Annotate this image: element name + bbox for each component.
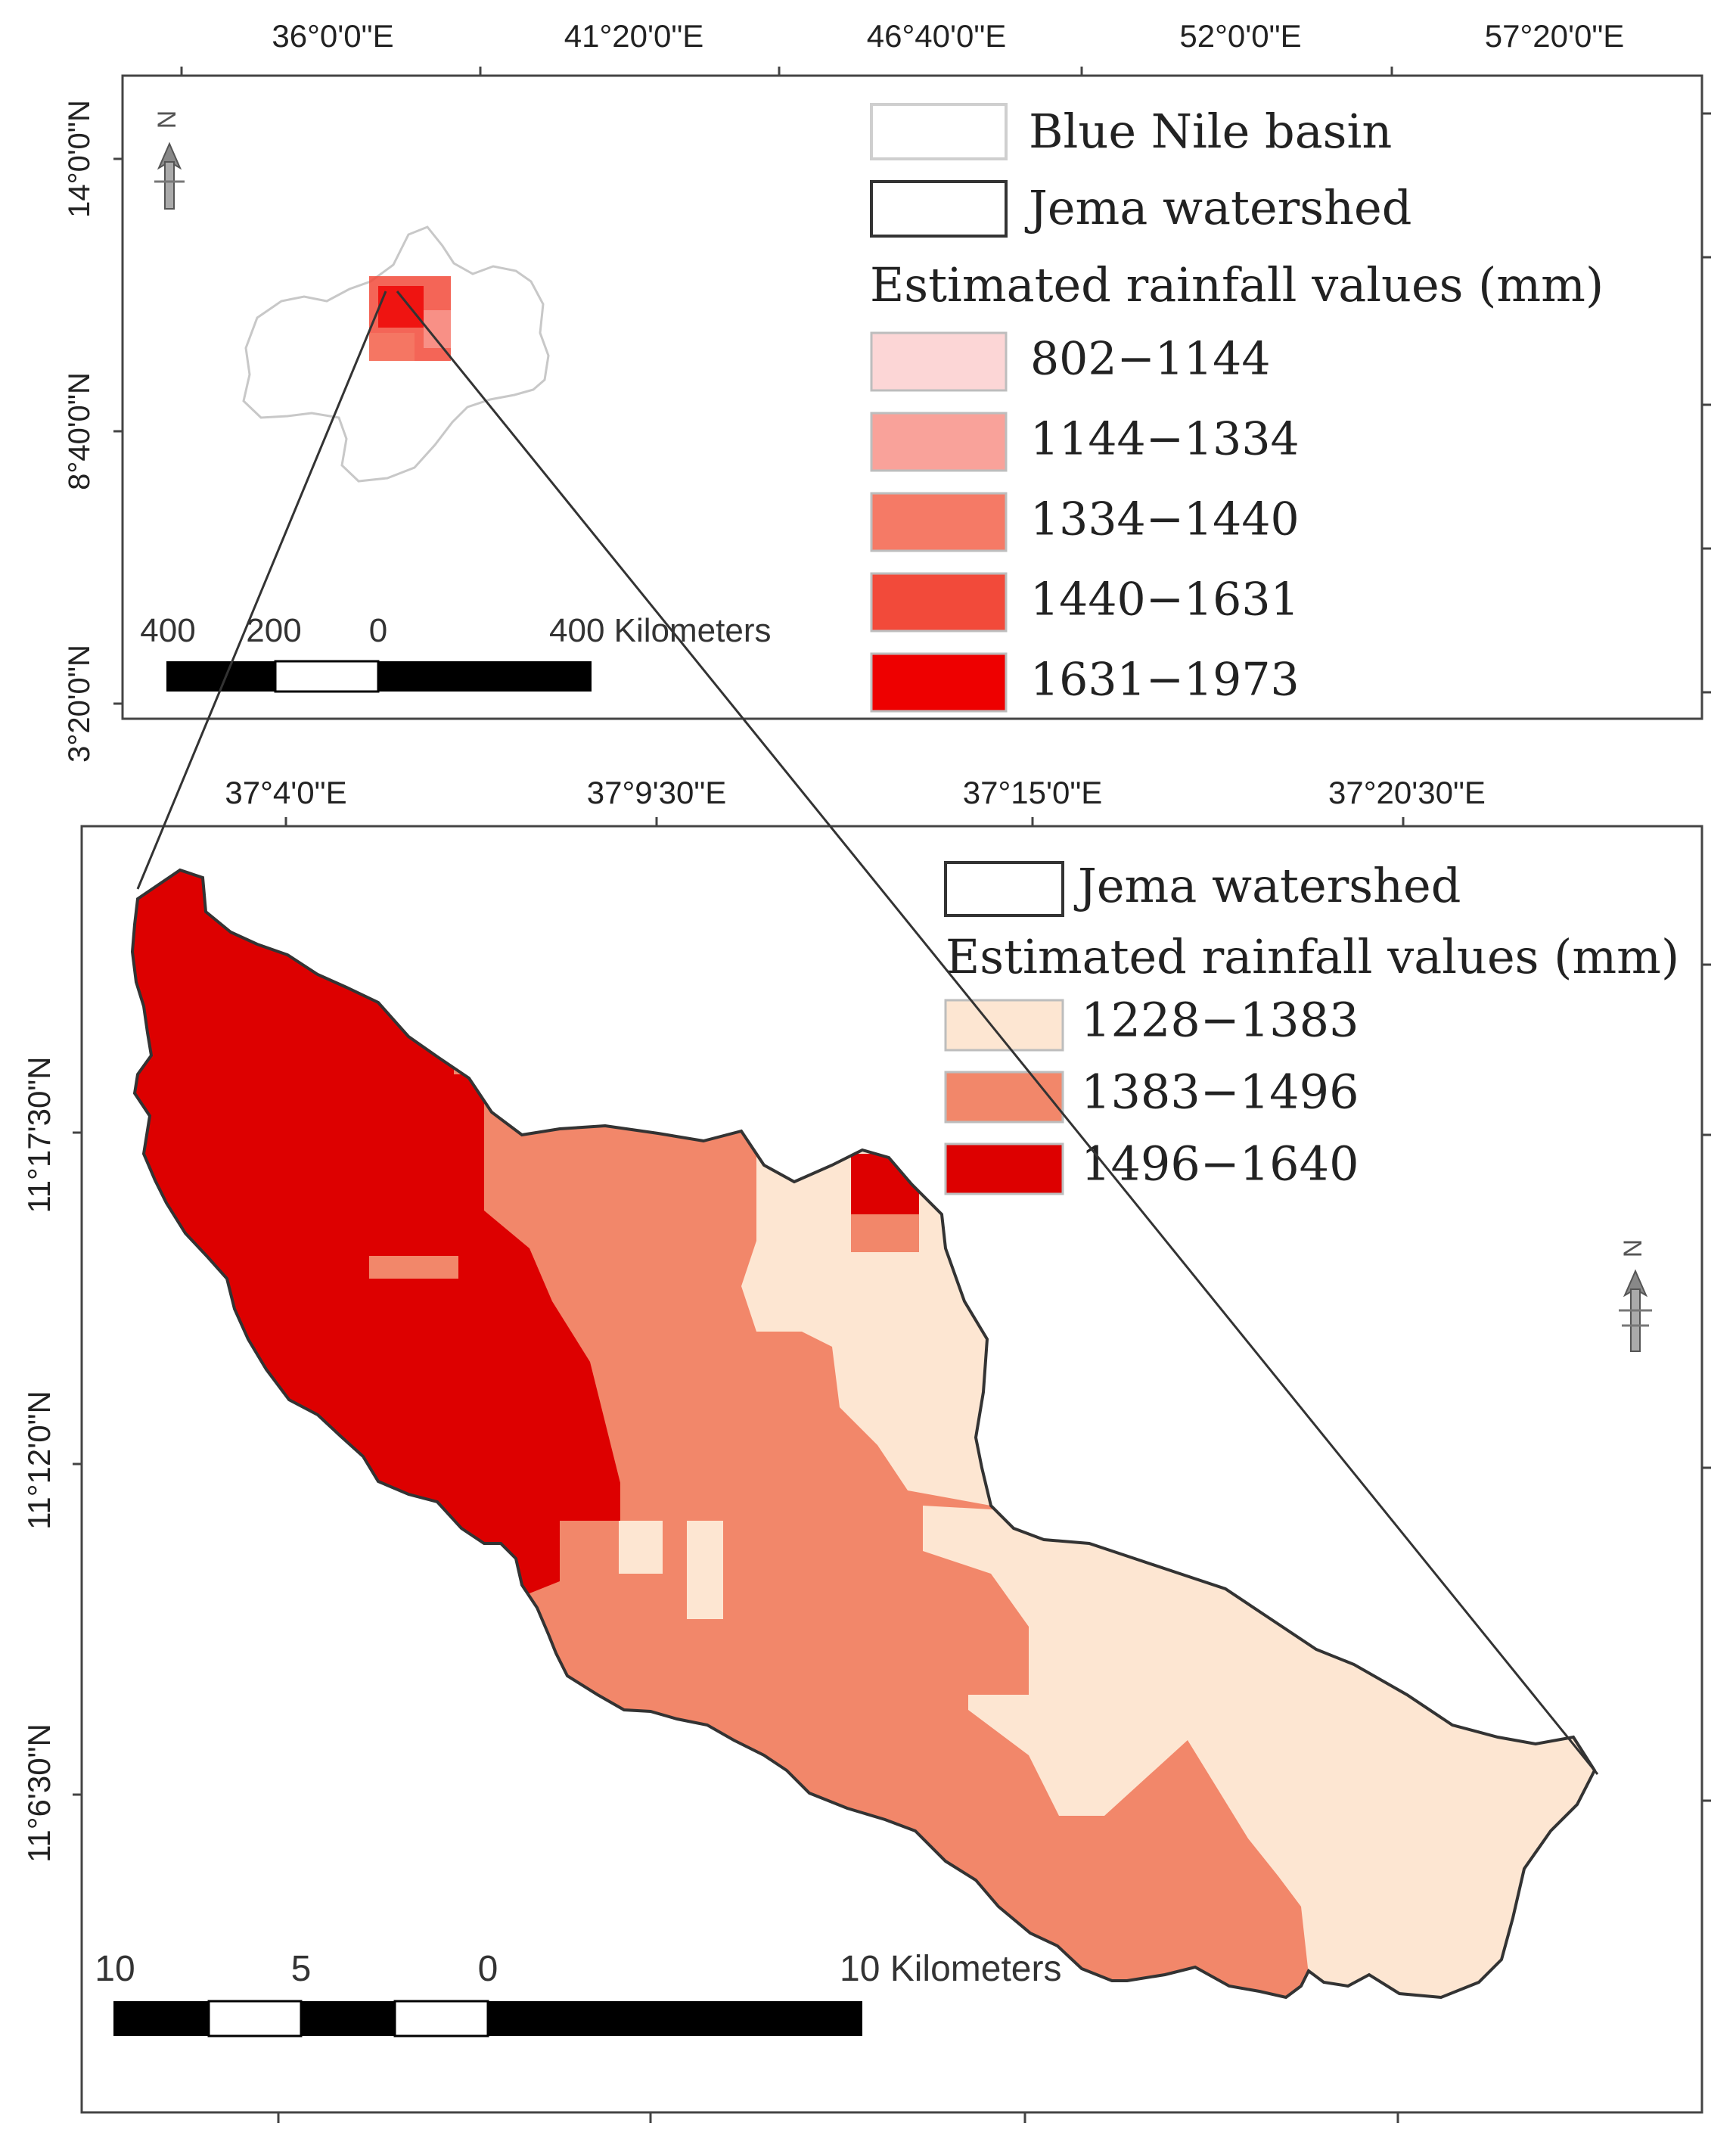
- legend-swatch-jema-main: [944, 861, 1064, 917]
- inset-legend: Blue Nile basin Jema watershed Estimated…: [870, 103, 1604, 713]
- inset-class-label-0: 802−1144: [1030, 333, 1271, 386]
- main-top-label-1: 37°4'0"E: [225, 775, 346, 810]
- inset-scale-label-200: 200: [246, 612, 301, 649]
- inset-class-swatch-1: [870, 412, 1008, 472]
- main-left-ticks: [73, 1131, 82, 1796]
- inset-scale-label-400km: 400 Kilometers: [549, 612, 771, 649]
- legend-heading-main: Estimated rainfall values (mm): [946, 929, 1679, 984]
- inset-class-label-2: 1334−1440: [1030, 493, 1300, 546]
- main-legend: Jema watershed Estimated rainfall values…: [944, 858, 1679, 1195]
- main-scale-label-5: 5: [291, 1949, 312, 1989]
- inset-class-swatch-0: [870, 331, 1008, 392]
- main-scale-label-0: 0: [478, 1949, 498, 1989]
- inset-map: 36°0'0"E 41°20'0"E 46°40'0"E 52°0'0"E 57…: [63, 18, 1711, 763]
- inset-top-label-2: 41°20'0"E: [564, 18, 704, 54]
- main-class-label-1: 1383−1496: [1081, 1065, 1359, 1120]
- inset-top-label-4: 52°0'0"E: [1179, 18, 1301, 54]
- zoom-line-left: [136, 291, 387, 890]
- main-left-label-3: 11°6'30"N: [21, 1724, 57, 1863]
- legend-label-jema: Jema watershed: [1024, 180, 1411, 235]
- main-map: 37°4'0"E 37°9'30"E 37°15'0"E 37°20'30"E …: [21, 775, 1711, 2123]
- main-scale-label-10km: 10 Kilometers: [840, 1949, 1061, 1989]
- inset-north-letter: N: [153, 110, 182, 129]
- inset-left-ticks: [113, 157, 123, 705]
- inset-left-label-2: 8°40'0"N: [63, 372, 96, 490]
- inset-left-label-3: 3°20'0"N: [63, 645, 96, 763]
- main-top-label-3: 37°15'0"E: [963, 775, 1103, 810]
- main-scale-label-10: 10: [95, 1949, 135, 1989]
- main-scalebar: 10 5 0 10 Kilometers: [95, 1949, 1061, 2037]
- legend-label-blue-nile: Blue Nile basin: [1029, 104, 1392, 159]
- inset-top-ticks: [180, 67, 1393, 76]
- inset-scale-label-400: 400: [140, 612, 195, 649]
- main-left-label-2: 11°12'0"N: [21, 1391, 57, 1530]
- zoom-line-right: [396, 291, 1599, 1775]
- inset-class-swatch-2: [870, 492, 1008, 552]
- inset-top-label-1: 36°0'0"E: [272, 18, 393, 54]
- main-right-ticks: [1702, 963, 1711, 1802]
- inset-class-label-1: 1144−1334: [1030, 413, 1300, 466]
- main-left-label-1: 11°17'30"N: [21, 1056, 57, 1213]
- inset-left-label-1: 14°0'0"N: [63, 100, 96, 218]
- legend-heading-inset: Estimated rainfall values (mm): [870, 257, 1604, 312]
- main-north-arrow: N: [1619, 1239, 1652, 1352]
- main-class-label-0: 1228−1383: [1081, 993, 1359, 1048]
- legend-label-jema-main: Jema watershed: [1073, 858, 1461, 913]
- inset-legend-classes: 802−1144 1144−1334 1334−1440 1440−1631 1631−…: [870, 331, 1300, 713]
- inset-right-ticks: [1702, 112, 1711, 694]
- main-north-letter: N: [1619, 1239, 1647, 1258]
- zoom-connectors: [136, 291, 1599, 1775]
- main-bottom-ticks: [277, 2112, 1399, 2123]
- main-class-label-2: 1496−1640: [1081, 1136, 1359, 1192]
- main-top-label-4: 37°20'30"E: [1328, 775, 1486, 810]
- inset-class-label-3: 1440−1631: [1030, 573, 1300, 626]
- inset-class-label-4: 1631−1973: [1030, 654, 1300, 707]
- main-top-label-2: 37°9'30"E: [587, 775, 727, 810]
- inset-top-label-5: 57°20'0"E: [1485, 18, 1625, 54]
- inset-top-label-3: 46°40'0"E: [867, 18, 1007, 54]
- inset-jema-raster: [369, 276, 451, 361]
- inset-class-swatch-4: [870, 652, 1008, 713]
- main-top-ticks: [284, 817, 1405, 826]
- main-class-swatch-2: [944, 1142, 1064, 1195]
- inset-class-swatch-3: [870, 572, 1008, 633]
- inset-north-arrow: N: [153, 110, 185, 210]
- inset-scale-label-0: 0: [369, 612, 387, 649]
- inset-scalebar: 400 200 0 400 Kilometers: [140, 612, 771, 693]
- main-class-swatch-1: [944, 1071, 1064, 1124]
- legend-swatch-blue-nile: [870, 103, 1008, 160]
- legend-swatch-jema: [870, 180, 1008, 238]
- main-legend-classes: 1228−1383 1383−1496 1496−1640: [944, 993, 1359, 1195]
